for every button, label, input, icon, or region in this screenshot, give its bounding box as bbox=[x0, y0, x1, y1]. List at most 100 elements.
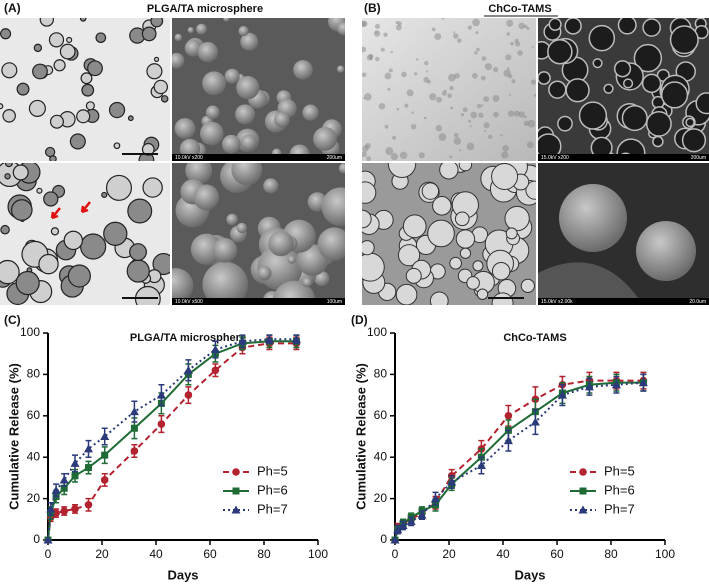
pore bbox=[617, 18, 637, 35]
pore bbox=[493, 66, 499, 73]
pore bbox=[578, 101, 608, 130]
pore bbox=[396, 107, 400, 111]
cell bbox=[455, 229, 476, 249]
marker bbox=[129, 407, 139, 416]
sphere bbox=[202, 261, 248, 305]
pore bbox=[452, 33, 459, 39]
sphere bbox=[263, 178, 279, 194]
micrograph bbox=[0, 18, 170, 161]
pore bbox=[503, 69, 511, 77]
cell bbox=[454, 211, 470, 227]
micrograph-content bbox=[0, 18, 170, 161]
micrographs: 10.0kV x200 200um 10.0kV x500 100um 15.0kV x… bbox=[0, 18, 709, 305]
scale-bar bbox=[122, 297, 158, 299]
cell bbox=[421, 182, 440, 200]
pore bbox=[462, 107, 468, 113]
scale-text: 10.0kV x200 bbox=[175, 155, 203, 161]
sphere bbox=[196, 23, 207, 35]
particle bbox=[87, 60, 103, 77]
cell bbox=[432, 196, 452, 216]
cell bbox=[491, 292, 514, 305]
cell bbox=[449, 256, 462, 270]
pore bbox=[401, 71, 407, 78]
particle bbox=[0, 259, 20, 285]
pore bbox=[448, 73, 456, 82]
pore bbox=[645, 110, 672, 137]
x-tick-label: 40 bbox=[496, 547, 510, 561]
pore bbox=[695, 92, 709, 115]
particle bbox=[101, 191, 108, 199]
sphere bbox=[190, 233, 223, 266]
particle bbox=[81, 83, 95, 97]
pore bbox=[484, 63, 492, 71]
particle bbox=[36, 187, 43, 194]
marker bbox=[46, 504, 56, 513]
cell bbox=[491, 163, 519, 191]
pore bbox=[493, 111, 499, 118]
cell bbox=[429, 291, 449, 305]
pore bbox=[378, 102, 386, 110]
particle bbox=[141, 142, 155, 156]
pore bbox=[501, 151, 509, 159]
y-axis-title: Cumulative Release (%) bbox=[6, 363, 21, 510]
particle bbox=[53, 59, 66, 72]
marker bbox=[504, 412, 513, 420]
y-tick-label: 80 bbox=[27, 367, 41, 381]
x-tick-label: 0 bbox=[45, 547, 52, 561]
micrograph bbox=[362, 18, 536, 161]
particle bbox=[76, 109, 91, 124]
legend-label: Ph=6 bbox=[257, 482, 288, 497]
pore bbox=[592, 58, 603, 69]
marker bbox=[584, 382, 594, 391]
pore bbox=[518, 111, 525, 118]
marker bbox=[431, 494, 440, 503]
y-tick-label: 40 bbox=[27, 449, 41, 463]
y-tick-label: 0 bbox=[33, 532, 40, 546]
marker bbox=[393, 525, 403, 534]
particle bbox=[49, 114, 64, 129]
marker bbox=[184, 391, 193, 399]
cell bbox=[395, 283, 418, 305]
particle bbox=[15, 270, 40, 296]
pore bbox=[480, 75, 486, 81]
pore bbox=[487, 134, 493, 140]
pore bbox=[513, 110, 520, 117]
micrograph-content bbox=[0, 163, 170, 305]
micrograph bbox=[538, 163, 709, 305]
pore bbox=[660, 81, 689, 109]
pore bbox=[526, 141, 534, 149]
pore bbox=[588, 24, 616, 52]
legend-label: Ph=5 bbox=[604, 463, 635, 478]
pore bbox=[478, 112, 484, 118]
pore bbox=[483, 122, 490, 129]
sphere bbox=[636, 221, 696, 281]
pore bbox=[506, 32, 510, 36]
cell bbox=[402, 214, 427, 239]
particle bbox=[129, 243, 147, 262]
pore bbox=[441, 90, 447, 96]
pore bbox=[453, 132, 459, 138]
scale-bar bbox=[122, 153, 158, 155]
chart-title: ChCo-TAMS bbox=[503, 332, 566, 344]
particle bbox=[0, 224, 10, 235]
x-tick-label: 40 bbox=[149, 547, 163, 561]
pore bbox=[387, 87, 391, 91]
particle bbox=[43, 191, 59, 207]
pore bbox=[373, 30, 381, 37]
pore bbox=[449, 155, 453, 159]
sphere bbox=[174, 33, 183, 42]
marker bbox=[101, 451, 109, 459]
legend-label: Ph=7 bbox=[604, 501, 635, 516]
pore bbox=[633, 43, 663, 73]
pore bbox=[533, 94, 536, 97]
sphere bbox=[338, 163, 345, 174]
sphere bbox=[185, 163, 213, 185]
pore bbox=[375, 56, 380, 62]
pore bbox=[390, 50, 393, 54]
pore bbox=[475, 31, 479, 35]
pore bbox=[622, 78, 634, 89]
pore bbox=[470, 111, 478, 119]
micrograph-content bbox=[172, 163, 345, 305]
particle bbox=[80, 233, 107, 260]
pore bbox=[449, 85, 454, 91]
